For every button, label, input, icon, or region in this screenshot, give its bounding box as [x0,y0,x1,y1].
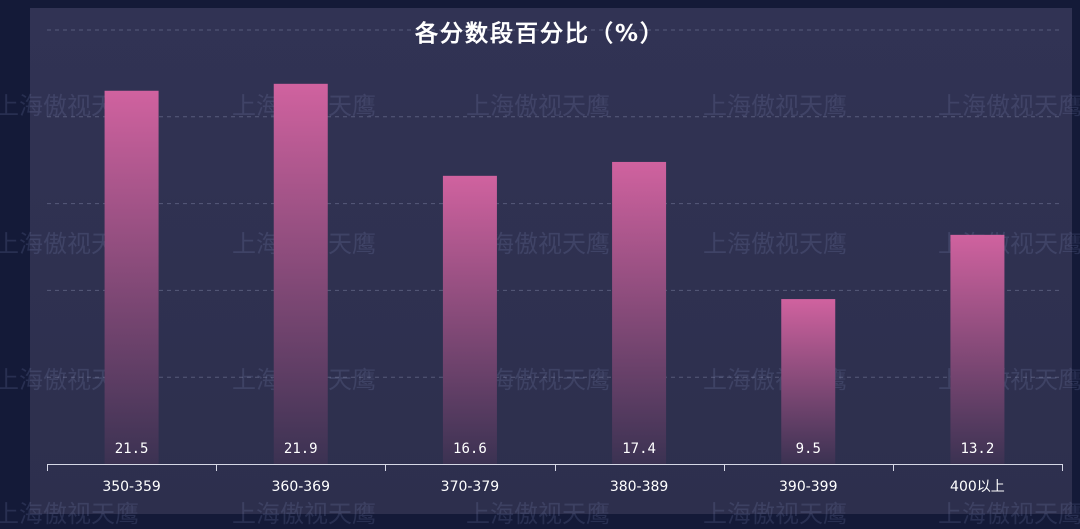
x-tick-label: 390-399 [779,479,838,495]
value-label: 13.2 [961,441,995,457]
chart-panel [30,8,1072,514]
x-tick-label: 380-389 [610,479,669,495]
x-tick-label: 350-359 [102,479,161,495]
bar [442,175,497,464]
x-tick-label: 400以上 [950,479,1005,495]
bar [104,90,159,464]
bar [612,161,667,464]
bar [950,234,1005,464]
chart-title: 各分数段百分比（%） [414,21,666,47]
bar-chart: 21.5 21.9 16.6 17.4 9.5 13.2 350-359 360-369 370… [47,29,1063,495]
page-frame: 上海傲视天鹰上海傲视天鹰上海傲视天鹰上海傲视天鹰上海傲视天鹰上海傲视天鹰上海傲视… [0,8,1080,528]
value-label: 21.5 [115,441,149,457]
value-label: 21.9 [284,441,318,457]
value-label: 16.6 [453,441,487,457]
value-label: 9.5 [796,441,821,457]
x-tick-label: 360-369 [272,479,331,495]
x-tick-label: 370-379 [441,479,500,495]
value-label: 17.4 [622,441,656,457]
bar [781,299,836,464]
bar [273,83,328,464]
